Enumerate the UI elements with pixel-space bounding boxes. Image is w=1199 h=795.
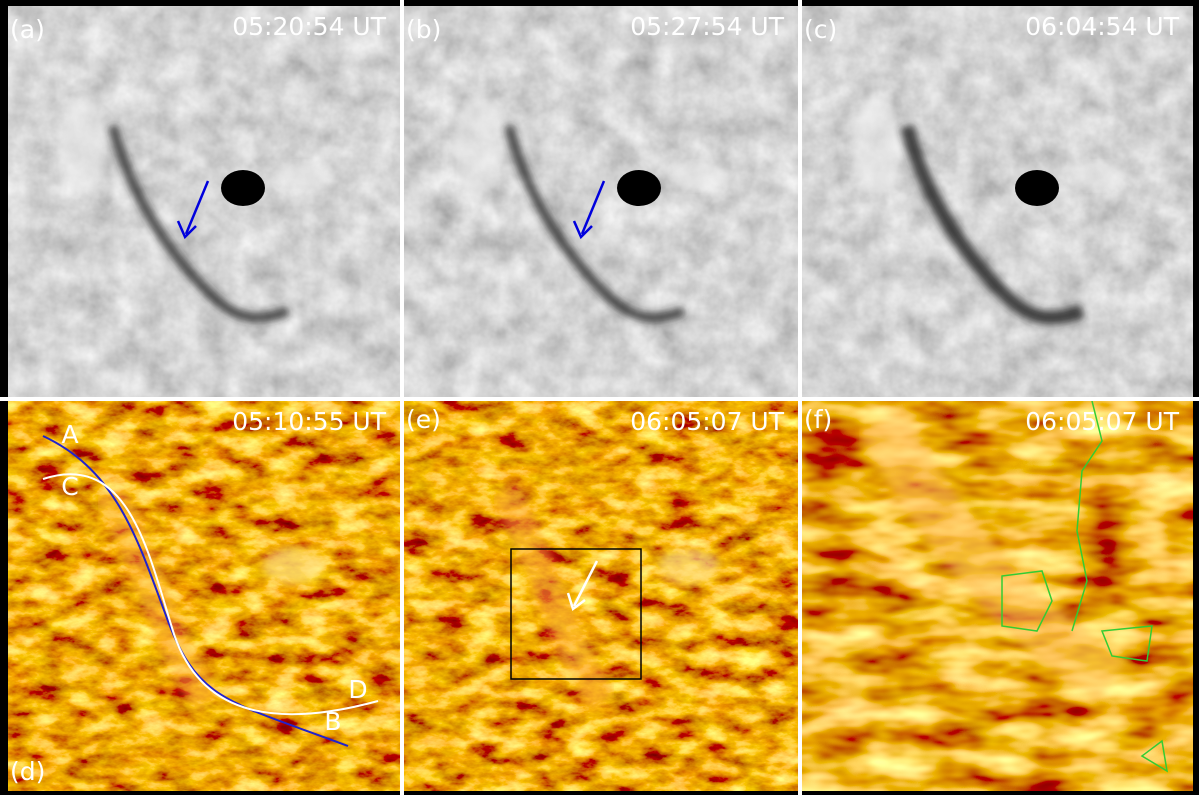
timestamp: 05:20:54 UT	[232, 12, 387, 41]
sunspot	[221, 170, 265, 206]
curve-marker: D	[348, 675, 367, 704]
curve-marker: C	[61, 472, 78, 501]
panel: (e) 06:05:07 UT	[404, 401, 798, 791]
bright-region	[263, 548, 323, 584]
curve-marker: A	[61, 420, 78, 449]
curve-marker: B	[324, 707, 341, 736]
panel-label: (f)	[804, 405, 832, 434]
timestamp: 05:27:54 UT	[630, 12, 785, 41]
sunspot	[1015, 170, 1059, 206]
panel: A B C D (d) 05:10:55 UT	[8, 401, 400, 791]
panel: (f) 06:05:07 UT	[802, 401, 1193, 791]
bright-plage	[852, 96, 902, 196]
image	[8, 6, 400, 397]
bright-region	[659, 548, 719, 584]
panel-label: (a)	[10, 15, 45, 44]
timestamp: 06:04:54 UT	[1025, 12, 1180, 41]
separator	[0, 397, 1199, 401]
panel-label: (b)	[406, 15, 441, 44]
figure: (a) 05:20:54 UT (b) 05:27:54 UT (c) 06:04:54 …	[0, 0, 1199, 795]
panel-label: (c)	[804, 15, 837, 44]
image	[404, 6, 798, 397]
panel: (a) 05:20:54 UT	[8, 6, 400, 397]
bright-plage	[1067, 162, 1127, 190]
panel: (c) 06:04:54 UT	[802, 6, 1193, 397]
image	[802, 6, 1193, 397]
panel-label: (e)	[406, 405, 441, 434]
panel: (b) 05:27:54 UT	[404, 6, 798, 397]
timestamp: 06:05:07 UT	[1025, 407, 1180, 436]
panel-label: (d)	[10, 757, 45, 786]
timestamp: 05:10:55 UT	[232, 407, 387, 436]
timestamp: 06:05:07 UT	[630, 407, 785, 436]
bright-plage	[273, 162, 333, 190]
bright-plage	[58, 96, 108, 196]
bright-plage	[669, 162, 729, 190]
bright-plage	[454, 96, 504, 196]
image	[404, 401, 798, 791]
sunspot	[617, 170, 661, 206]
